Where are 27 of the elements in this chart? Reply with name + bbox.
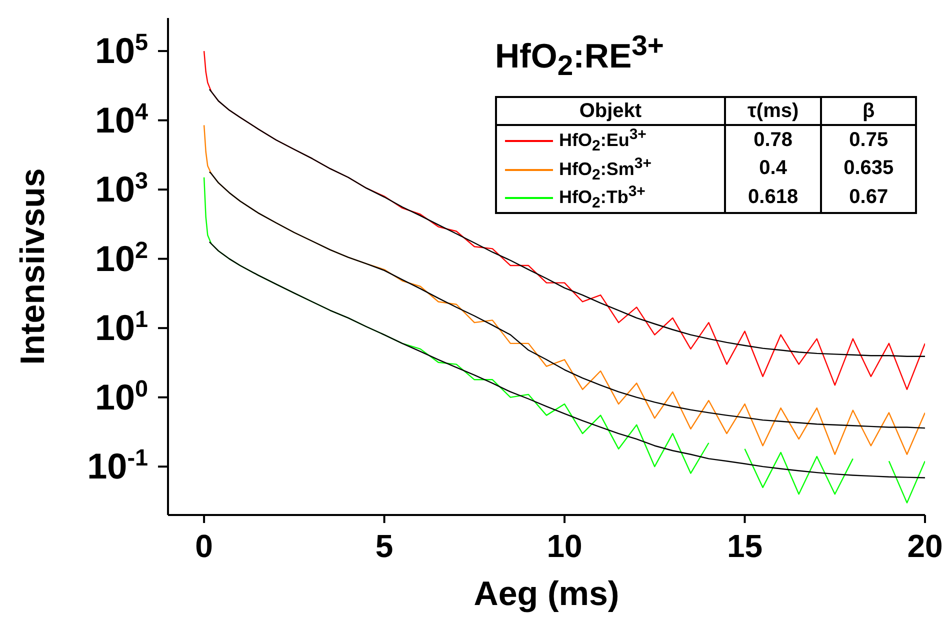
annotation: 0.75 <box>821 125 916 155</box>
y-tick-label: 10$^{4}$ <box>94 98 148 140</box>
y-tick-label: 10$^{5}$ <box>94 29 148 72</box>
annotation: 0.618 <box>724 183 822 213</box>
y-tick-label: 10$^{2}$ <box>94 236 148 279</box>
annotation: 0.4 <box>724 154 822 184</box>
x-tick-label: 15 <box>726 528 763 564</box>
text: HfO$_{2}$:RE$^{3+}$ <box>495 30 664 84</box>
x-tick-label: 20 <box>907 528 943 564</box>
x-tick-label: 10 <box>546 528 582 564</box>
y-tick-label: 10$^{0}$ <box>94 375 148 418</box>
x-axis-title: Aeg (ms) <box>474 575 620 613</box>
y-axis-title: Intensiivsus <box>14 168 52 365</box>
x-tick-label: 0 <box>195 528 213 564</box>
annotation: β <box>821 97 916 125</box>
annotation: τ(ms) <box>724 97 822 125</box>
annotation: Objekt <box>496 97 725 125</box>
y-tick-label: 10$^{1}$ <box>94 306 148 348</box>
legend-label: HfO$_{2}$:Tb$^{3+}$ <box>559 183 646 212</box>
legend-label: HfO$_{2}$:Sm$^{3+}$ <box>559 154 652 184</box>
y-tick-label: 10$^{-1}$ <box>87 444 148 487</box>
annotation: 0.635 <box>821 154 916 184</box>
x-tick-label: 5 <box>375 528 394 564</box>
legend-label: HfO$_{2}$:Eu$^{3+}$ <box>559 126 646 155</box>
annotation: 0.78 <box>724 125 822 155</box>
y-tick-label: 10$^{3}$ <box>94 168 148 210</box>
annotation: 0.67 <box>821 183 916 213</box>
